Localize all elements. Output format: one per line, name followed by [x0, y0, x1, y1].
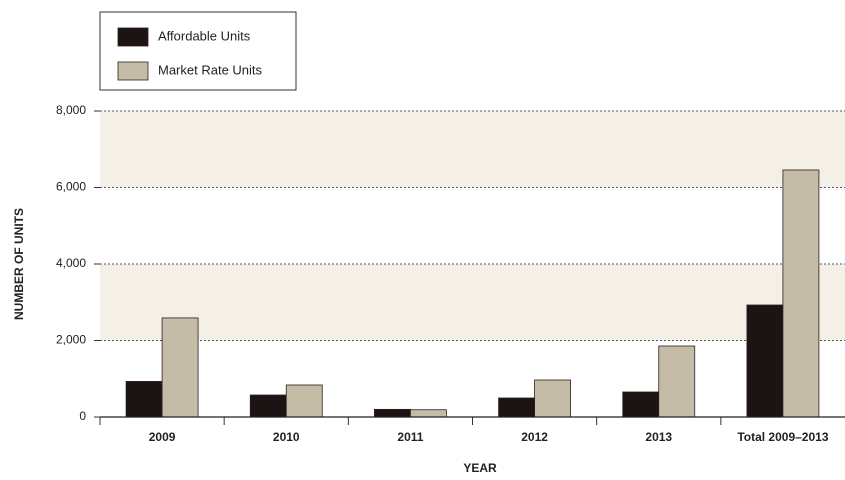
bar — [285, 384, 323, 418]
y-axis-label: NUMBER OF UNITS — [12, 208, 26, 320]
bar — [249, 394, 287, 418]
legend-swatch — [117, 27, 149, 47]
x-tick-label: Total 2009–2013 — [737, 430, 828, 444]
legend-swatch — [117, 61, 149, 81]
legend-label: Affordable Units — [158, 28, 251, 43]
x-tick-label: 2011 — [397, 430, 423, 444]
legend-label: Market Rate Units — [158, 62, 263, 77]
x-tick-label: 2010 — [273, 430, 300, 444]
y-tick-label: 0 — [79, 409, 86, 423]
x-tick-label: 2012 — [521, 430, 548, 444]
bar — [782, 169, 820, 418]
x-axis-label: YEAR — [463, 461, 497, 475]
bar — [534, 379, 571, 418]
bar — [125, 381, 163, 418]
bar — [498, 397, 535, 418]
x-tick-label: 2013 — [645, 430, 672, 444]
band — [100, 264, 845, 341]
band — [100, 111, 845, 188]
bar — [746, 304, 784, 418]
bar — [622, 391, 660, 418]
bar — [374, 408, 411, 418]
y-tick-label: 4,000 — [56, 256, 86, 270]
bar — [410, 409, 447, 418]
y-tick-label: 6,000 — [56, 180, 86, 194]
x-tick-label: 2009 — [149, 430, 176, 444]
bar — [161, 317, 199, 418]
bar — [658, 345, 696, 418]
y-tick-label: 8,000 — [56, 103, 86, 117]
y-tick-label: 2,000 — [56, 333, 86, 347]
